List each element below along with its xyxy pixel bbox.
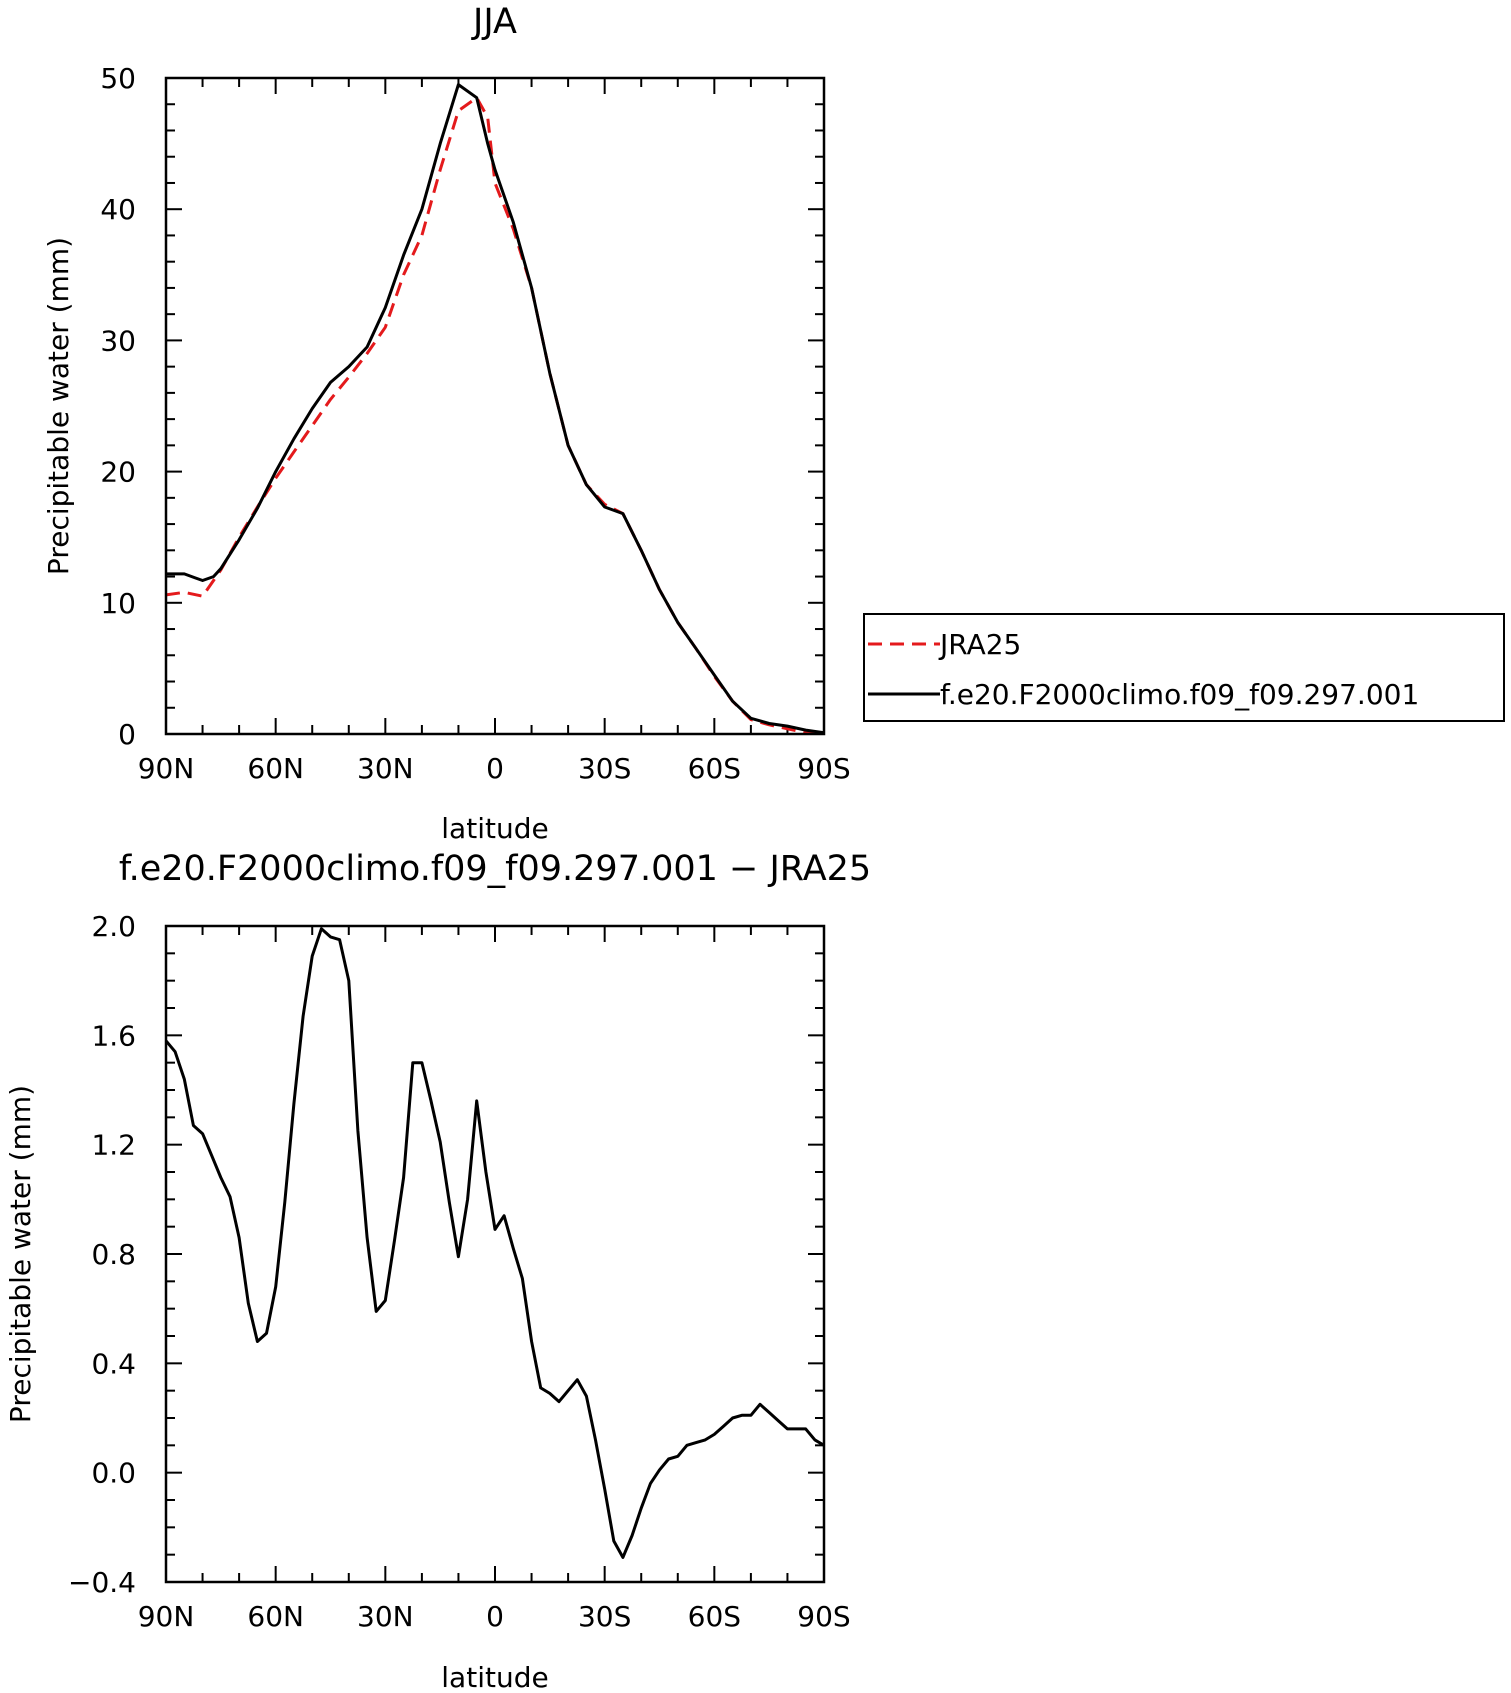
top-chart-title: JJA	[471, 2, 517, 42]
bottom-chart-y-tick-label: −0.4	[68, 1566, 136, 1599]
bottom-chart-y-tick-label: 0.0	[91, 1457, 136, 1490]
top-chart-ticks	[165, 77, 825, 735]
top-chart-series	[165, 83, 825, 736]
bottom-chart-x-tick-label: 0	[486, 1600, 504, 1633]
top-chart-y-tick-label: 0	[118, 718, 136, 751]
bottom-chart-tick-labels: 90N 60N 30N 0 30S 60S 90S −0.4 0.0 0.4 0.8 1.2 1.6 2.…	[68, 910, 851, 1633]
bottom-chart-x-axis-label: latitude	[441, 1661, 548, 1693]
bottom-chart-series	[164, 927, 825, 1559]
bottom-chart-x-tick-label: 90S	[797, 1600, 850, 1633]
bottom-chart-y-tick-label: 0.4	[91, 1347, 136, 1380]
top-chart-plot-frame	[164, 76, 826, 736]
bottom-chart-y-tick-label: 1.2	[91, 1129, 136, 1162]
top-chart-y-tick-label: 50	[100, 62, 136, 95]
bottom-chart-x-tick-label: 30S	[578, 1600, 631, 1633]
bottom-chart-y-tick-label: 0.8	[91, 1238, 136, 1271]
legend-box	[863, 613, 1505, 722]
bottom-chart-series-line-model	[164, 927, 825, 1559]
top-chart-tick-labels: 90N 60N 30N 0 30S 60S 90S 0 10 20 30 40 50	[100, 62, 850, 785]
bottom-chart-x-tick-label: 60N	[247, 1600, 304, 1633]
top-chart-legend: JRA25 f.e20.F2000climo.f09_f09.297.001	[863, 613, 1505, 722]
bottom-chart-x-tick-label: 30N	[357, 1600, 414, 1633]
top-chart-x-tick-label: 60S	[688, 752, 741, 785]
top-chart-y-tick-label: 20	[100, 456, 136, 489]
top-chart-y-axis-label: Precipitable water (mm)	[42, 237, 75, 575]
bottom-chart-panel: f.e20.F2000climo.f09_f09.297.001 − JRA25…	[4, 849, 871, 1693]
top-chart-x-tick-label: 60N	[247, 752, 304, 785]
top-chart-x-tick-label: 90N	[138, 752, 195, 785]
top-chart-x-tick-label: 90S	[797, 752, 850, 785]
legend-label-model: f.e20.F2000climo.f09_f09.297.001	[940, 678, 1419, 711]
top-chart-x-axis-label: latitude	[441, 812, 548, 845]
legend-label-jra25: JRA25	[938, 628, 1021, 661]
top-chart-y-tick-label: 30	[100, 324, 136, 357]
bottom-chart-title: f.e20.F2000climo.f09_f09.297.001 − JRA25	[119, 849, 871, 889]
top-chart-series-line-model	[166, 83, 825, 735]
bottom-chart-y-tick-label: 2.0	[91, 910, 136, 943]
top-chart-x-tick-label: 30N	[357, 752, 414, 785]
top-chart-x-tick-label: 0	[486, 752, 504, 785]
bottom-chart-x-tick-label: 90N	[138, 1600, 195, 1633]
top-chart-series-line-jra25	[165, 96, 825, 736]
bottom-chart-ticks	[165, 925, 825, 1583]
bottom-chart-x-tick-label: 60S	[688, 1600, 741, 1633]
top-chart-y-tick-label: 10	[100, 587, 136, 620]
bottom-chart-plot-frame	[164, 924, 826, 1584]
top-chart-y-tick-label: 40	[100, 193, 136, 226]
bottom-chart-y-axis-label: Precipitable water (mm)	[4, 1085, 37, 1423]
top-chart-panel: JJA 90N 60N 30N 0 30S 60S 90S 0 10 20 30 40 50 latit…	[42, 2, 851, 845]
top-chart-x-tick-label: 30S	[578, 752, 631, 785]
bottom-chart-y-tick-label: 1.6	[91, 1019, 136, 1052]
